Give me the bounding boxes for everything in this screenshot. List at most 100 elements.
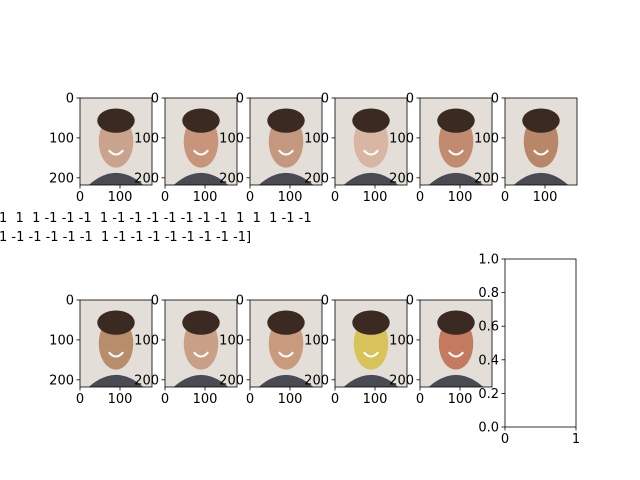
x-tick-label: 0 (331, 190, 339, 205)
shoulders (258, 172, 314, 185)
smile (363, 351, 379, 358)
y-tick-label: 0 (321, 294, 329, 309)
hair (522, 108, 560, 133)
y-tick-label: 0 (236, 92, 244, 107)
subplot-6: 0 100 0 100 200 (474, 92, 578, 205)
x-tick-label: 0 (331, 392, 339, 407)
y-tick-label: 200 (474, 171, 499, 186)
subplot-1: 0 100 0 100 200 (49, 92, 153, 205)
y-tick-label: 0 (151, 294, 159, 309)
y-tick-label: 0.8 (478, 286, 499, 301)
axes-frame (79, 299, 153, 388)
x-tick-label: 100 (193, 190, 218, 205)
y-tick-label: 0 (406, 92, 414, 107)
smile (193, 149, 209, 156)
subplot-8: 0 100 0 100 200 (134, 294, 238, 407)
shoulders (88, 172, 144, 185)
y-tick-label: 0 (151, 92, 159, 107)
x-tick-label: 100 (278, 190, 303, 205)
y-tick-label: 0 (66, 92, 74, 107)
axes-frame (334, 97, 408, 186)
x-tick-label: 100 (448, 190, 473, 205)
axes-frame (249, 97, 323, 186)
axes-frame (334, 299, 408, 388)
axes-frame (419, 97, 493, 186)
y-tick-label: 0.0 (478, 421, 499, 436)
axes-frame (249, 299, 323, 388)
shoulders (173, 374, 229, 387)
x-tick-label: 0 (416, 392, 424, 407)
axes-frame (504, 97, 578, 186)
y-tick-label: 100 (304, 131, 329, 146)
subplot-10: 0 100 0 100 200 (304, 294, 408, 407)
y-tick-label: 100 (49, 333, 74, 348)
x-tick-label: 0 (161, 392, 169, 407)
subplot-11: 0 100 0 100 200 (389, 294, 493, 407)
x-tick-label: 100 (278, 392, 303, 407)
y-tick-label: 200 (134, 171, 159, 186)
label-text-line-2: 1 -1 -1 -1 -1 -1 1 -1 -1 -1 -1 -1 -1 -1 … (0, 230, 251, 245)
subplot-7: 0 100 0 100 200 (49, 294, 153, 407)
hair (437, 310, 475, 335)
y-tick-label: 200 (219, 171, 244, 186)
y-tick-label: 200 (304, 171, 329, 186)
axes-frame (504, 258, 577, 428)
y-tick-label: 0.4 (478, 353, 499, 368)
subplot-4: 0 100 0 100 200 (304, 92, 408, 205)
y-tick-label: 0 (491, 92, 499, 107)
y-tick-label: 200 (49, 373, 74, 388)
x-tick-label: 100 (533, 190, 558, 205)
y-tick-label: 0 (321, 92, 329, 107)
hair (97, 310, 135, 335)
axes-frame (164, 97, 238, 186)
hair (352, 310, 390, 335)
y-tick-label: 200 (49, 171, 74, 186)
smile (108, 351, 124, 358)
smile (108, 149, 124, 156)
y-tick-label: 1.0 (478, 253, 499, 268)
y-tick-label: 100 (219, 131, 244, 146)
shoulders (173, 172, 229, 185)
y-tick-label: 100 (304, 333, 329, 348)
y-tick-label: 200 (219, 373, 244, 388)
x-tick-label: 0 (76, 190, 84, 205)
smile (448, 149, 464, 156)
shoulders (513, 172, 569, 185)
y-tick-label: 100 (474, 131, 499, 146)
x-tick-label: 1 (572, 432, 580, 447)
x-tick-label: 100 (448, 392, 473, 407)
axes-frame (419, 299, 493, 388)
plot-area (505, 259, 576, 427)
smile (278, 351, 294, 358)
subplot-12: 0 1 0.0 0.2 0.4 0.6 0.8 1.0 (478, 253, 580, 448)
x-tick-label: 0 (161, 190, 169, 205)
y-tick-label: 200 (389, 373, 414, 388)
shoulders (428, 172, 484, 185)
hair (437, 108, 475, 133)
x-tick-label: 0 (416, 190, 424, 205)
y-tick-label: 100 (134, 333, 159, 348)
shoulders (258, 374, 314, 387)
hair (97, 108, 135, 133)
y-tick-label: 200 (304, 373, 329, 388)
subplot-9: 0 100 0 100 200 (219, 294, 323, 407)
shoulders (88, 374, 144, 387)
y-tick-label: 0.2 (478, 387, 499, 402)
y-tick-label: 0 (66, 294, 74, 309)
x-tick-label: 100 (193, 392, 218, 407)
axes-frame (164, 299, 238, 388)
y-tick-label: 0 (406, 294, 414, 309)
y-tick-label: 100 (49, 131, 74, 146)
shoulders (343, 172, 399, 185)
y-tick-label: 100 (389, 333, 414, 348)
y-tick-label: 100 (219, 333, 244, 348)
x-tick-label: 0 (246, 190, 254, 205)
x-tick-label: 0 (501, 190, 509, 205)
subplot-3: 0 100 0 100 200 (219, 92, 323, 205)
hair (182, 108, 220, 133)
hair (267, 108, 305, 133)
subplot-2: 0 100 0 100 200 (134, 92, 238, 205)
subplot-5: 0 100 0 100 200 (389, 92, 493, 205)
